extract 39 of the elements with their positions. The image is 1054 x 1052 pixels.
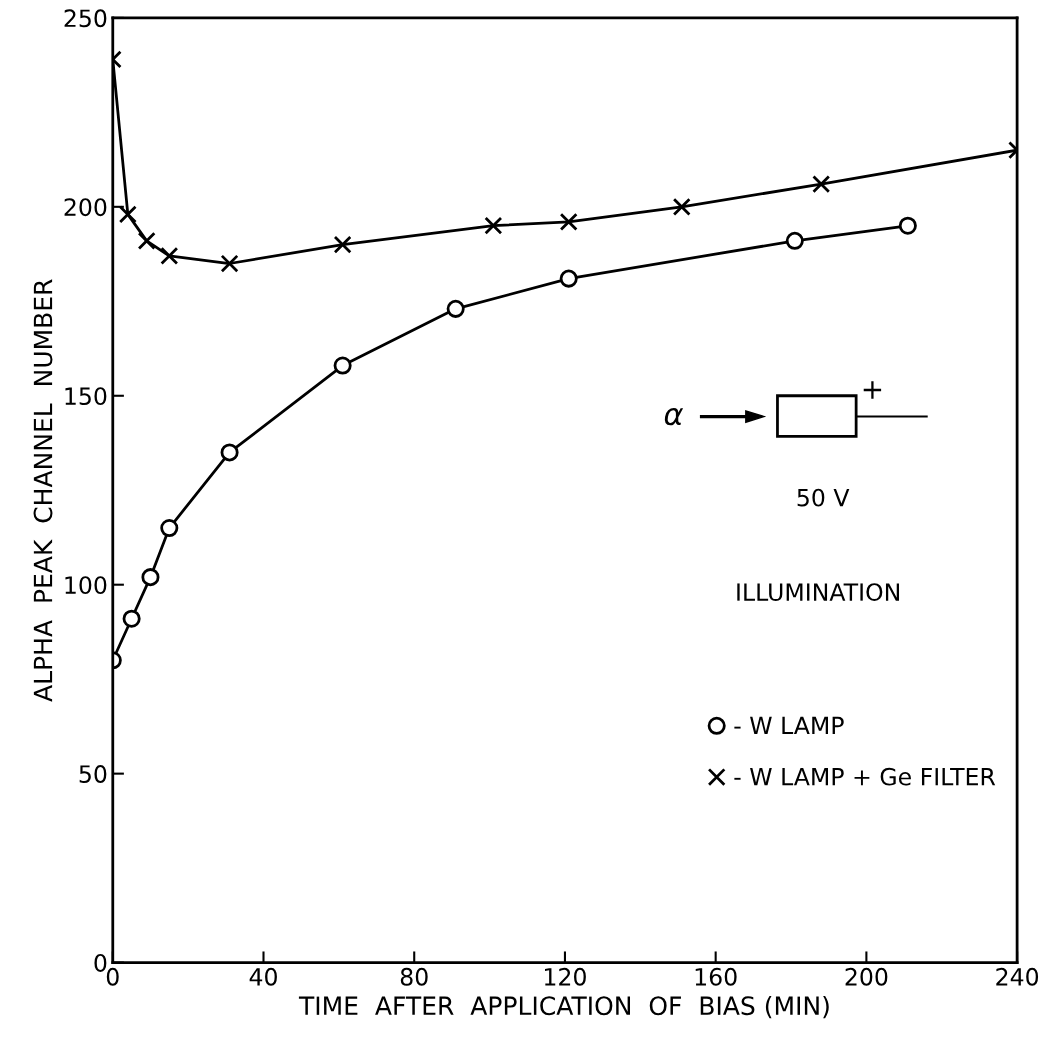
x-tick-label: 80 <box>400 967 428 986</box>
legend-label: - W LAMP <box>734 716 844 735</box>
point <box>812 175 831 194</box>
y-tick-label: 200 <box>64 198 107 217</box>
point <box>333 356 352 375</box>
legend-label: - W LAMP + Ge FILTER <box>734 767 996 786</box>
y-tick-label: 100 <box>65 576 107 595</box>
point <box>160 518 179 538</box>
annotation: 50 V <box>797 488 850 507</box>
point <box>137 231 156 250</box>
point <box>160 246 179 265</box>
point <box>122 609 141 628</box>
x-tick-label: 200 <box>845 967 888 986</box>
point <box>446 299 465 318</box>
x-tick-label: 240 <box>996 967 1039 986</box>
point <box>333 235 352 254</box>
x-tick-label: 160 <box>695 967 737 986</box>
point <box>672 197 691 216</box>
annotation: + <box>863 381 882 399</box>
point <box>559 269 578 288</box>
x-tick-label: 0 <box>106 967 119 986</box>
point <box>141 568 160 587</box>
annotation: α <box>664 407 684 426</box>
point <box>118 205 137 224</box>
x-tick-label: 40 <box>249 967 277 986</box>
y-tick-label: 50 <box>79 765 107 783</box>
y-tick-label: 150 <box>65 387 107 406</box>
point <box>785 231 804 250</box>
point <box>220 254 239 273</box>
x-axis-title: TIME AFTER APPLICATION OF BIAS (MIN) <box>298 995 829 1019</box>
annotation: ILLUMINATION <box>737 583 899 601</box>
point <box>559 212 578 231</box>
point <box>220 443 239 462</box>
point <box>484 216 503 235</box>
x-tick-label: 120 <box>545 967 586 986</box>
point <box>898 216 917 235</box>
y-axis-title: ALPHA PEAK CHANNEL NUMBER <box>33 279 53 702</box>
y-tick-label: 0 <box>94 954 107 972</box>
y-tick-label: 250 <box>64 9 107 28</box>
